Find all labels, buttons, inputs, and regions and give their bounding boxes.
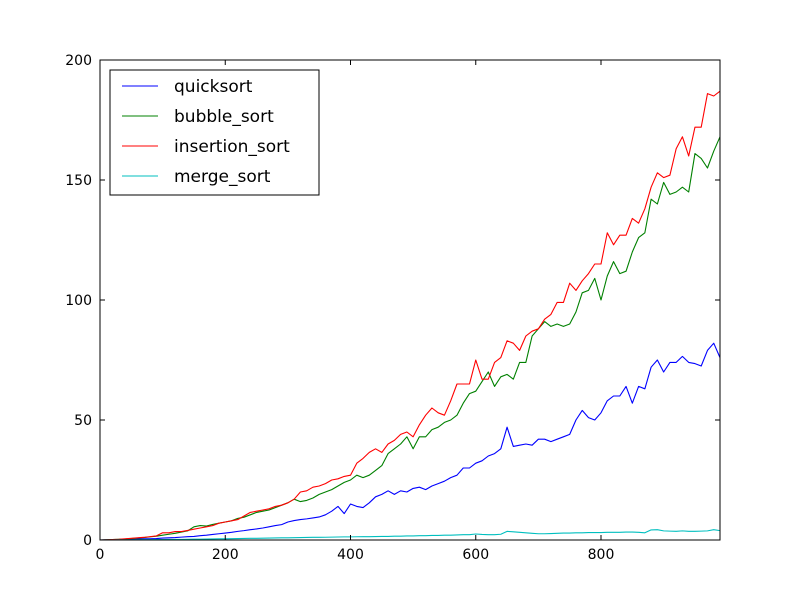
x-tick-label: 200 (212, 547, 239, 563)
y-tick-label: 150 (65, 173, 92, 189)
y-tick-label: 50 (74, 413, 92, 429)
series-line-quicksort (99, 342, 721, 541)
legend: quicksort bubble_sort insertion_sort merge_… (109, 69, 320, 196)
legend-label-bubble-sort: bubble_sort (174, 107, 274, 127)
series-layer (99, 90, 721, 541)
y-tick-label: 100 (65, 293, 92, 309)
legend-label-quicksort: quicksort (174, 77, 253, 97)
y-tick-label: 200 (65, 53, 92, 69)
y-tick-label: 0 (83, 533, 92, 549)
x-tick-label: 800 (588, 547, 615, 563)
legend-label-insertion-sort: insertion_sort (174, 137, 290, 157)
legend-label-merge-sort: merge_sort (174, 167, 271, 187)
series-line-merge-sort (99, 529, 721, 541)
x-tick-label: 0 (96, 547, 105, 563)
series-line-insertion-sort (99, 90, 721, 541)
legend-box (109, 69, 320, 196)
series-line-bubble-sort (99, 136, 721, 541)
x-tick-label: 600 (462, 547, 489, 563)
tick-layer: 0 200 400 600 800 0 50 100 150 200 (65, 53, 720, 563)
x-tick-label: 400 (337, 547, 364, 563)
